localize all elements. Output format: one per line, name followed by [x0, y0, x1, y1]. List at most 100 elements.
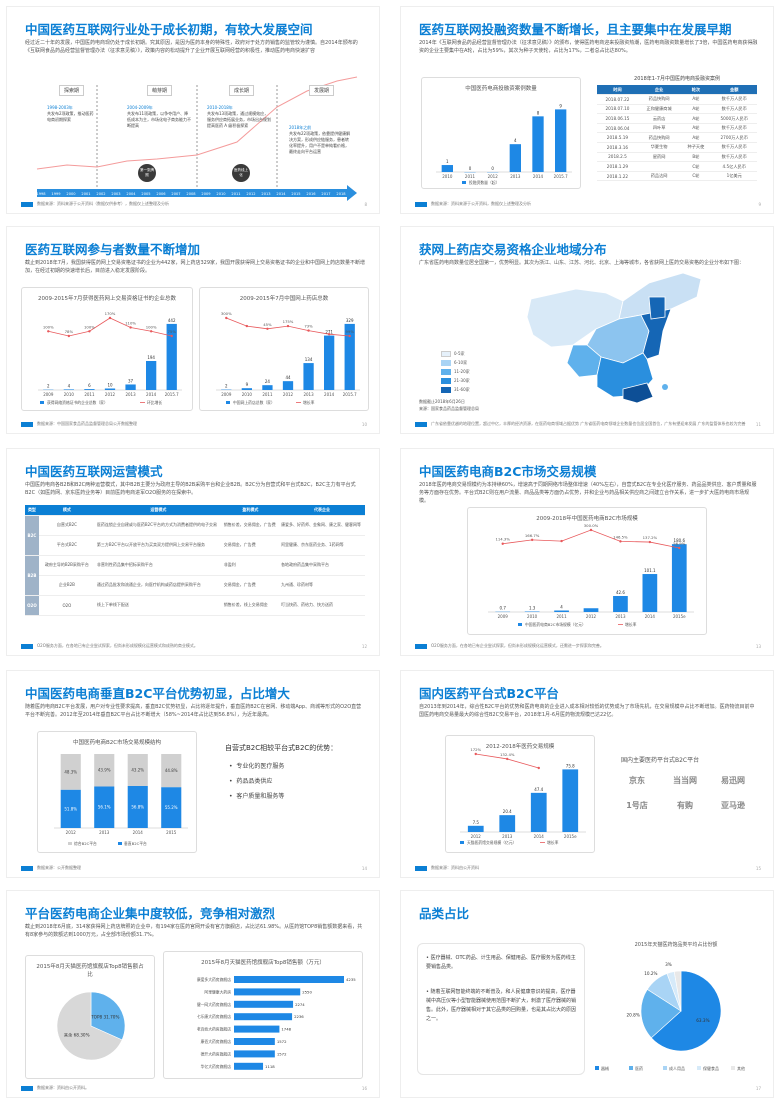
table-header: 金额	[711, 85, 757, 96]
footer-text: 数据来源：资料来源于公开资料（数据仅供参考），数据仅上述整理及分析	[37, 201, 169, 206]
legend-swatch	[441, 377, 451, 384]
category-label: 德开大药房旗舰店	[201, 1051, 232, 1056]
legend-label: 增长率	[547, 840, 559, 845]
legend-swatch	[697, 1066, 701, 1070]
table-row: 2018.3.16 华夏生物 种子天使 数千万人民币	[597, 142, 757, 153]
table-cell: 非盈利	[221, 555, 280, 576]
value-label: 4	[68, 383, 71, 388]
table-cell: 2018.3.16	[597, 142, 638, 153]
value-label: 1118	[265, 1064, 275, 1069]
table-cell: 销售价差，交易佣金，广告费	[221, 515, 280, 536]
table-cell: 叮当快药、药给力、快方送药	[279, 595, 365, 616]
slide-footer: 数据来源：资料由公开资料。 16	[21, 1085, 367, 1091]
value-label: 271	[325, 330, 333, 335]
slide-body: 中国医药电商各B2B和B2C两种运营模式，其中B2B主要分为政府主导的B2B采购…	[25, 482, 356, 496]
segment-label: 56.8%	[131, 804, 144, 809]
pie-slice	[673, 970, 682, 1012]
timeline-chart: 1998 1999 2000 2001 2002 2003 2004 2005 2006 2007…	[36, 76, 358, 201]
tick-label: 2013	[502, 834, 513, 839]
table-header: 运营模式	[94, 505, 222, 516]
data-source: 来源：国家食品药品监督管理总局	[419, 406, 479, 411]
value-label: 10	[107, 383, 113, 388]
growth-point	[108, 316, 112, 320]
value-label: 75.8	[566, 763, 575, 768]
legend-label: 0-5家	[454, 350, 465, 356]
bar	[562, 769, 579, 832]
category-label: 康佰大药房旗舰店	[201, 1039, 232, 1044]
table-cell: 正和健康商城	[637, 104, 681, 115]
year-label: 2011	[231, 192, 240, 196]
advantage-item: • 客户质量和服务等	[229, 793, 285, 800]
growth-label: 75%	[167, 329, 176, 334]
table-cell: 1亿美元	[711, 171, 757, 182]
stage-note: 1998-2003年 共发布2项政策，推动医药电商初期探索	[47, 105, 95, 123]
legend-label: 垂直B2C平台	[124, 841, 147, 846]
legend-swatch	[441, 359, 451, 366]
chart-title: 2009-2015年7月中国网上药店总数	[239, 296, 329, 302]
table-cell: 2018.1.29	[597, 161, 638, 172]
legend-swatch	[595, 1066, 599, 1070]
bar	[63, 389, 74, 390]
bar-segment	[127, 785, 148, 828]
slide-footer: 数据来源：中国国家食品药品监督管理总局公开数据整理 10	[21, 421, 367, 427]
slide-title: 医药互联网参与者数量不断增加	[25, 242, 201, 257]
platform-scale-chart: 7.5 2012 20.4 2013 47.4 2014 75.8 2015e 172% 132.…	[460, 747, 586, 845]
legend-swatch	[441, 350, 451, 357]
tick-label: 2010	[442, 174, 453, 179]
segment-label: 48.3%	[64, 769, 77, 774]
category-cell: B2C	[25, 515, 39, 556]
legend-label: 医药	[635, 1065, 643, 1071]
category-label: 华亿大药房旗舰店	[201, 1064, 232, 1069]
growth-label: 175%	[283, 319, 294, 324]
value-label: 4	[514, 138, 517, 143]
slide-concentration: 平台医药电商企业集中度较低，竞争相对激烈 截止到2018年6月底，314家获得网…	[6, 890, 380, 1098]
table-cell: 2018.06.15	[597, 113, 638, 124]
legend-label: 器械	[601, 1065, 609, 1071]
advantage-item: • 药品品类供应	[229, 778, 273, 785]
slide-title: 国内医药平台式B2C平台	[419, 686, 559, 701]
logo-mark	[415, 201, 427, 207]
growth-label: 132.4%	[500, 752, 515, 757]
chart-box: 中国医药电商B2C市场交易规模结构 51.8% 48.3% 2012 56.1% 43.…	[37, 731, 197, 853]
tick-label: 2015.7	[165, 392, 179, 397]
logo-mark	[415, 865, 427, 871]
table-cell: 2018.07.10	[597, 104, 638, 115]
bar	[532, 116, 544, 172]
bar	[262, 385, 273, 390]
chart-box: 2015年8月天猫医药馆旗舰店Top8销售额（万元） 康爱多大药房旗舰店 4235…	[163, 951, 363, 1079]
growth-point	[88, 330, 91, 333]
table-cell: 数千万人民币	[711, 104, 757, 115]
growth-label: 99%	[345, 329, 354, 334]
page-number: 16	[361, 1086, 367, 1091]
table-cell: 九州通、珍药材等	[279, 575, 365, 596]
table-cell: 各地政府药品集中采购平台	[279, 555, 365, 576]
table-cell: 阿里健康、京东医药业务、1药网等	[279, 535, 365, 556]
chart-title: 中国医药电商B2C市场交易规模结构	[72, 740, 162, 746]
category-label: 老百姓大药房旗舰店	[197, 1027, 231, 1032]
investment-table: 时间 企业 轮次 金额 2018.07.22 药品快购网 A轮 数千万人民币 2018.07.…	[597, 85, 757, 182]
chart-title: 中国医药电商投融资案例数量	[465, 86, 537, 92]
year-label: 2010	[216, 192, 226, 196]
legend-swatch	[629, 1066, 633, 1070]
advantage-list: • 专业化的医疗服务 • 药品品类供应 • 客户质量和服务等	[229, 759, 284, 804]
legend-label: 环比增长	[147, 400, 162, 405]
text-box: • 医疗器械、OTC药品、计生用品、保健用品、医疗服务为医药线主要销售品类。 •…	[417, 943, 585, 1075]
bar	[324, 335, 335, 390]
legend-swatch	[40, 401, 44, 404]
value-label: 1572	[277, 1039, 287, 1044]
growth-label: 300.0%	[584, 523, 599, 528]
year-label: 2018	[336, 192, 346, 196]
growth-label: 170%	[105, 311, 116, 316]
table-cell: A轮	[680, 113, 712, 124]
investment-bar-chart: 1 2010 0 2011 0 2012 4 2013 8 2014 9 2015.7 投融资数量（起）	[436, 103, 572, 185]
tick-label: 2011	[465, 174, 476, 179]
table-header: 代表企业	[279, 505, 365, 516]
growth-label: 100%	[84, 324, 95, 329]
table-header: 企业	[637, 85, 681, 96]
tick-label: 2013	[510, 174, 521, 179]
table-cell: 数千万人民币	[711, 94, 757, 105]
table-cell: 交易佣金，广告费	[221, 535, 280, 556]
tick-label: 2009	[221, 392, 232, 397]
chart-box: 2012-2018年医药交易规模 7.5 2012 20.4 2013 47.4 2014…	[445, 735, 595, 853]
value-label: 101.1	[644, 568, 656, 573]
